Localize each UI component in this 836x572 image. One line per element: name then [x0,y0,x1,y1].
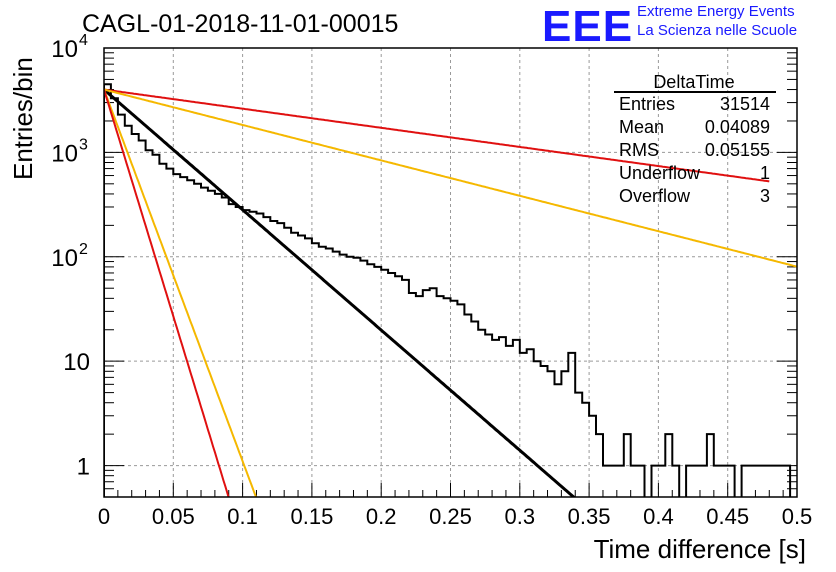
y-axis-label: Entries/bin [8,57,38,180]
x-tick-label: 0.1 [227,504,258,529]
y-tick-label: 10 [63,349,90,376]
logo-line1: Extreme Energy Events [637,3,795,20]
y-tick-label: 1 [77,454,90,481]
y-tick-label: 10 [51,36,78,63]
x-tick-label: 0.5 [782,504,813,529]
y-tick-label: 10 [51,245,78,272]
stats-label: RMS [619,140,659,160]
x-tick-label: 0.4 [643,504,674,529]
y-tick-exponent: 3 [79,136,88,153]
stats-value: 0.04089 [705,117,770,137]
stats-label: Entries [619,94,675,114]
x-tick-label: 0.25 [429,504,472,529]
stats-title: DeltaTime [653,72,734,92]
plot-frame [103,47,798,498]
eee-logo: EEE [542,2,634,51]
x-tick-label: 0.05 [152,504,195,529]
fit-curve-4 [104,89,230,497]
x-tick-label: 0.3 [505,504,536,529]
stats-label: Mean [619,117,664,137]
fit-curve-1 [104,88,770,183]
x-tick-label: 0.45 [706,504,749,529]
x-tick-label: 0 [98,504,110,529]
stats-value: 1 [760,163,770,183]
y-tick-exponent: 2 [79,241,88,258]
fit-curve-0 [104,88,576,497]
stats-value: 3 [760,186,770,206]
logo-line2: La Scienza nelle Scuole [637,22,798,39]
x-tick-label: 0.35 [568,504,611,529]
histogram-outline [104,83,792,497]
stats-value: 0.05155 [705,140,770,160]
chart-title: CAGL-01-2018-11-01-00015 [82,10,399,38]
x-tick-label: 0.15 [290,504,333,529]
stats-label: Overflow [619,186,691,206]
x-axis-label: Time difference [s] [593,534,806,564]
fit-curve-3 [104,89,258,497]
fit-curve-2 [104,88,797,268]
y-tick-exponent: 4 [79,32,88,49]
x-tick-label: 0.2 [366,504,397,529]
stats-value: 31514 [720,94,770,114]
stats-label: Underflow [619,163,701,183]
y-tick-label: 10 [51,140,78,167]
